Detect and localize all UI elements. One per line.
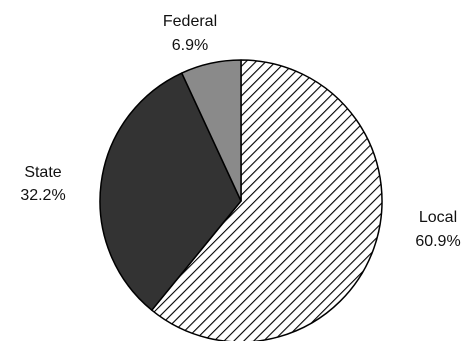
pie-slice-federal xyxy=(181,59,242,202)
slice-label-federal-value: 6.9% xyxy=(172,37,208,54)
slice-label-federal-name: Federal xyxy=(163,13,217,30)
pie-slice-state xyxy=(99,72,242,311)
slice-label-local: Local 60.9% xyxy=(415,209,460,250)
slice-label-state-value: 32.2% xyxy=(20,187,65,204)
slice-label-federal: Federal 6.9% xyxy=(163,13,217,54)
pie-slices xyxy=(99,59,383,341)
slice-label-local-value: 60.9% xyxy=(415,233,460,250)
slice-label-state-name: State xyxy=(24,164,61,181)
slice-label-local-name: Local xyxy=(419,209,457,226)
slice-label-state: State 32.2% xyxy=(20,164,65,204)
